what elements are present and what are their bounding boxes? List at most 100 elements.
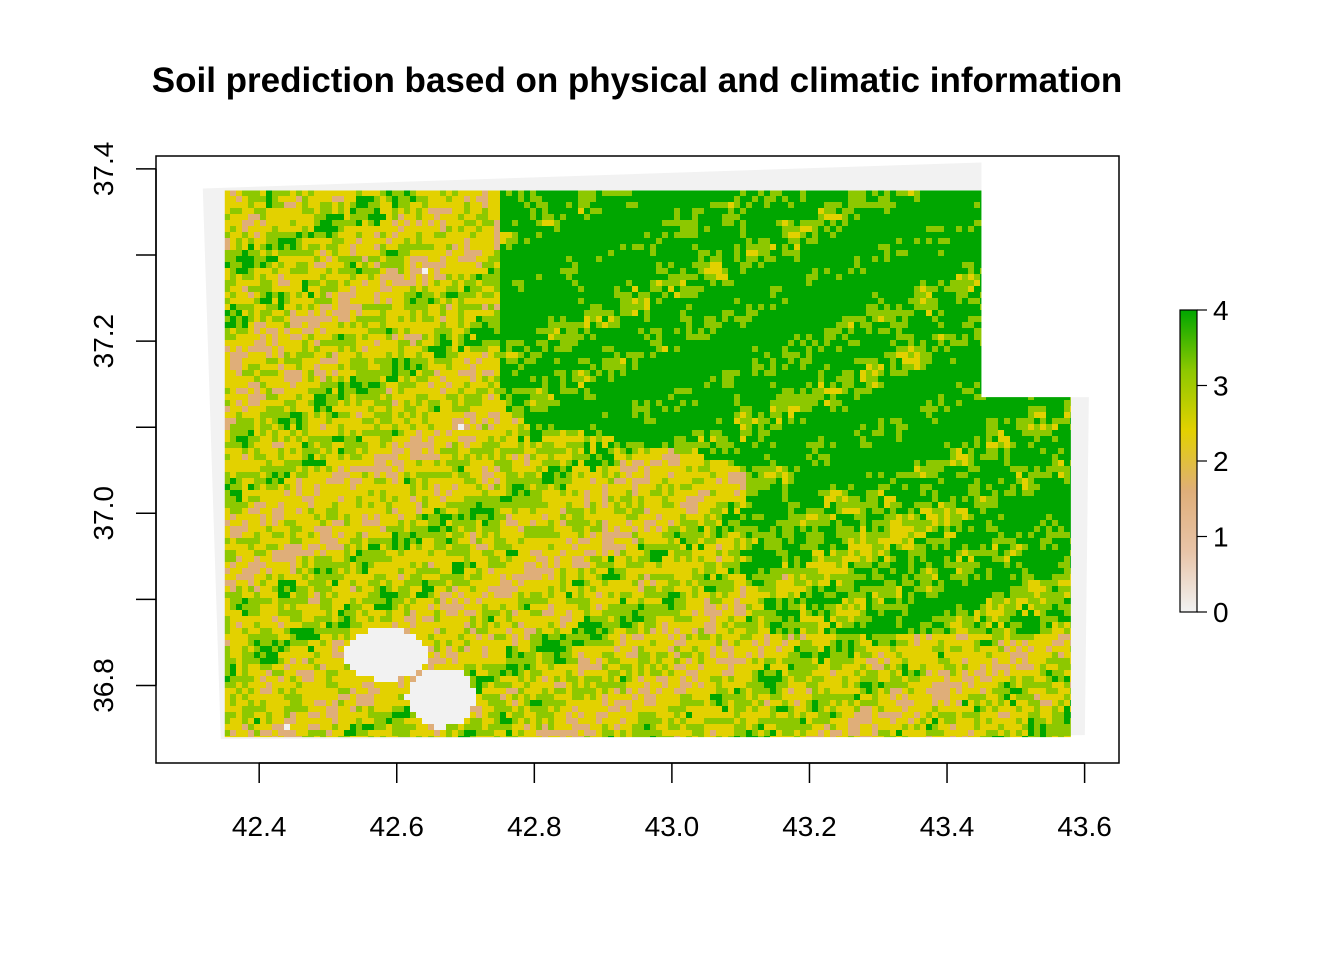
raster-cell: [812, 238, 818, 244]
raster-cell: [812, 328, 818, 334]
raster-cell: [554, 202, 560, 208]
raster-cell: [422, 214, 428, 220]
raster-cell: [590, 298, 596, 304]
raster-cell: [374, 226, 380, 232]
raster-cell: [560, 244, 566, 250]
raster-cell: [980, 250, 986, 256]
raster-cell: [380, 388, 386, 394]
raster-cell: [1052, 268, 1058, 274]
raster-cell: [674, 298, 680, 304]
raster-cell: [548, 358, 554, 364]
raster-cell: [584, 274, 590, 280]
raster-cell: [812, 286, 818, 292]
raster-cell: [506, 346, 512, 352]
raster-cell: [710, 292, 716, 298]
raster-cell: [488, 268, 494, 274]
raster-cell: [800, 208, 806, 214]
raster-cell: [968, 316, 974, 322]
raster-cell: [350, 274, 356, 280]
raster-cell: [734, 202, 740, 208]
raster-cell: [920, 268, 926, 274]
raster-cell: [530, 352, 536, 358]
raster-cell: [800, 388, 806, 394]
raster-cell: [602, 202, 608, 208]
raster-cell: [332, 310, 338, 316]
raster-cell: [338, 316, 344, 322]
raster-cell: [398, 382, 404, 388]
raster-cell: [608, 202, 614, 208]
raster-cell: [356, 376, 362, 382]
raster-cell: [944, 352, 950, 358]
raster-cell: [332, 352, 338, 358]
raster-cell: [512, 370, 518, 376]
raster-cell: [986, 274, 992, 280]
raster-cell: [350, 352, 356, 358]
raster-cell: [596, 292, 602, 298]
raster-cell: [956, 304, 962, 310]
raster-cell: [704, 268, 710, 274]
raster-cell: [1022, 238, 1028, 244]
raster-cell: [488, 292, 494, 298]
raster-cell: [878, 334, 884, 340]
raster-cell: [386, 304, 392, 310]
raster-cell: [446, 310, 452, 316]
raster-cell: [266, 370, 272, 376]
raster-cell: [776, 214, 782, 220]
raster-cell: [836, 244, 842, 250]
raster-cell: [938, 352, 944, 358]
raster-cell: [356, 370, 362, 376]
raster-cell: [374, 394, 380, 400]
raster-cell: [572, 364, 578, 370]
raster-cell: [734, 256, 740, 262]
raster-cell: [308, 370, 314, 376]
raster-cell: [578, 370, 584, 376]
raster-cell: [1046, 274, 1052, 280]
raster-cell: [644, 202, 650, 208]
raster-cell: [674, 340, 680, 346]
raster-cell: [944, 292, 950, 298]
raster-cell: [230, 376, 236, 382]
raster-cell: [254, 298, 260, 304]
raster-cell: [296, 286, 302, 292]
raster-cell: [260, 298, 266, 304]
raster-cell: [1034, 274, 1040, 280]
raster-cell: [428, 244, 434, 250]
raster-cell: [800, 262, 806, 268]
raster-cell: [716, 232, 722, 238]
raster-cell: [614, 250, 620, 256]
raster-cell: [674, 310, 680, 316]
raster-cell: [722, 190, 728, 196]
raster-cell: [854, 358, 860, 364]
raster-cell: [278, 274, 284, 280]
raster-cell: [890, 202, 896, 208]
raster-cell: [590, 196, 596, 202]
raster-cell: [896, 346, 902, 352]
raster-cell: [458, 262, 464, 268]
raster-cell: [992, 394, 998, 400]
raster-cell: [650, 334, 656, 340]
raster-cell: [800, 370, 806, 376]
raster-cell: [476, 220, 482, 226]
raster-cell: [944, 316, 950, 322]
raster-cell: [296, 214, 302, 220]
raster-cell: [698, 328, 704, 334]
raster-cell: [1016, 196, 1022, 202]
raster-cell: [944, 286, 950, 292]
raster-cell: [548, 376, 554, 382]
raster-cell: [290, 346, 296, 352]
raster-cell: [986, 322, 992, 328]
raster-cell: [326, 292, 332, 298]
raster-cell: [854, 286, 860, 292]
raster-cell: [614, 304, 620, 310]
raster-cell: [644, 244, 650, 250]
raster-cell: [764, 190, 770, 196]
raster-cell: [458, 316, 464, 322]
raster-cell: [608, 394, 614, 400]
raster-cell: [722, 268, 728, 274]
raster-cell: [824, 280, 830, 286]
raster-cell: [836, 340, 842, 346]
raster-cell: [632, 370, 638, 376]
raster-cell: [350, 208, 356, 214]
raster-cell: [848, 292, 854, 298]
raster-cell: [296, 292, 302, 298]
